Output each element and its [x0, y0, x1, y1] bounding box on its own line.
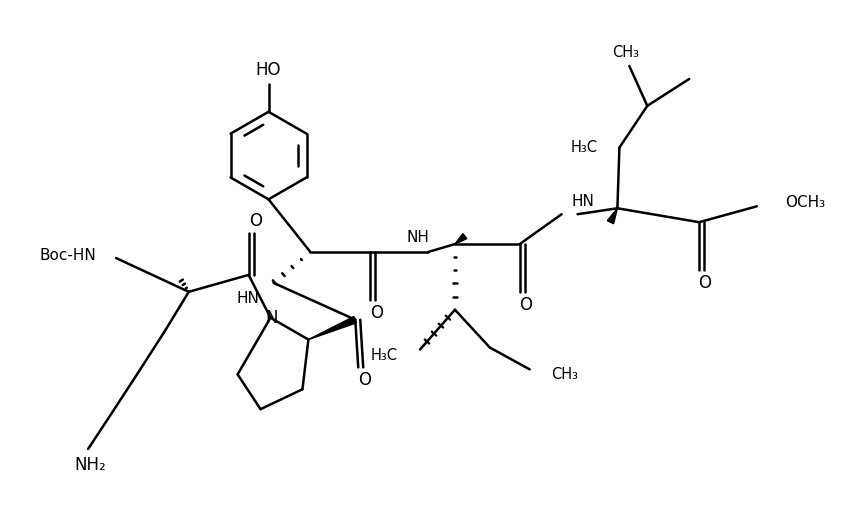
Text: O: O	[249, 212, 262, 230]
Text: HN: HN	[236, 291, 259, 306]
Text: HN: HN	[572, 194, 594, 209]
Text: NH₂: NH₂	[74, 456, 106, 474]
Text: N: N	[266, 309, 278, 327]
Text: OCH₃: OCH₃	[785, 195, 825, 210]
Text: HO: HO	[256, 61, 281, 79]
Text: O: O	[358, 371, 371, 389]
Text: H₃C: H₃C	[371, 348, 398, 363]
Text: Boc-HN: Boc-HN	[39, 248, 96, 263]
Text: H₃C: H₃C	[571, 140, 598, 155]
Text: NH: NH	[407, 230, 430, 245]
Polygon shape	[309, 316, 356, 340]
Text: CH₃: CH₃	[612, 44, 639, 59]
Text: O: O	[519, 296, 532, 314]
Text: CH₃: CH₃	[552, 367, 579, 382]
Polygon shape	[455, 234, 467, 244]
Polygon shape	[607, 208, 618, 224]
Text: O: O	[369, 303, 382, 322]
Text: O: O	[699, 274, 712, 292]
